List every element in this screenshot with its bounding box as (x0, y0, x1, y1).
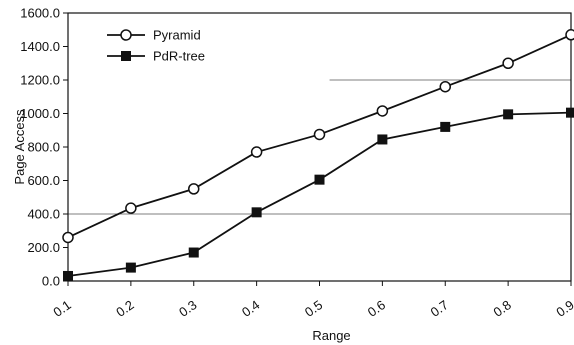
x-tick-label: 0.6 (365, 297, 388, 320)
x-tick-label: 0.2 (113, 297, 136, 320)
data-point (440, 121, 451, 132)
x-tick-label: 0.4 (239, 297, 262, 320)
y-tick-label: 800.0 (27, 140, 60, 155)
data-point (439, 80, 451, 93)
x-tick-label: 0.8 (490, 297, 513, 320)
data-point (565, 29, 574, 41)
x-tick-label: 0.9 (553, 297, 574, 320)
legend-label-pdr-tree: PdR-tree (153, 49, 205, 64)
y-tick-label: 0.0 (42, 274, 60, 289)
y-tick-label: 1600.0 (20, 6, 60, 21)
x-tick-label: 0.7 (428, 297, 451, 320)
series-pyramid (62, 29, 574, 244)
series-pdr-tree (63, 107, 574, 281)
legend-item-pyramid: Pyramid (107, 28, 201, 43)
data-point (188, 183, 200, 195)
x-tick-label: 0.1 (50, 297, 73, 320)
legend: Pyramid PdR-tree (107, 28, 205, 64)
y-tick-label: 400.0 (27, 207, 60, 222)
data-point (63, 270, 73, 281)
x-axis-title: Range (312, 328, 350, 343)
x-tick-label: 0.5 (302, 297, 325, 320)
data-point (566, 107, 574, 118)
y-axis-title: Page Access (12, 109, 27, 185)
x-tick-label: 0.3 (176, 297, 199, 320)
y-axis-ticks: 0.0 200.0 400.0 600.0 800.0 1000.0 1200.0 1400.… (20, 6, 68, 289)
y-tick-label: 600.0 (27, 173, 60, 188)
series-layer (62, 29, 574, 281)
x-axis-ticks: 0.1 0.2 0.3 0.4 0.5 0.6 0.7 0.8 0.9 (50, 281, 574, 320)
y-tick-label: 1000.0 (20, 106, 60, 121)
data-point (250, 146, 263, 158)
data-point (314, 174, 325, 185)
y-tick-label: 200.0 (27, 240, 60, 255)
data-point (62, 231, 74, 244)
data-point (503, 109, 514, 120)
data-point (125, 262, 136, 273)
data-point (125, 202, 137, 214)
legend-label-pyramid: Pyramid (153, 28, 201, 43)
data-point (502, 57, 514, 69)
data-point (188, 247, 199, 258)
y-tick-label: 1200.0 (20, 73, 60, 88)
data-point (251, 207, 262, 218)
legend-marker-filled-square (121, 51, 131, 61)
legend-marker-open-circle (120, 29, 132, 41)
grid-lines (68, 79, 571, 215)
y-tick-label: 1400.0 (20, 39, 60, 54)
plot-frame (67, 12, 572, 282)
data-point (376, 105, 389, 117)
legend-item-pdr-tree: PdR-tree (107, 49, 205, 64)
data-point (377, 134, 388, 145)
data-point (313, 128, 326, 141)
